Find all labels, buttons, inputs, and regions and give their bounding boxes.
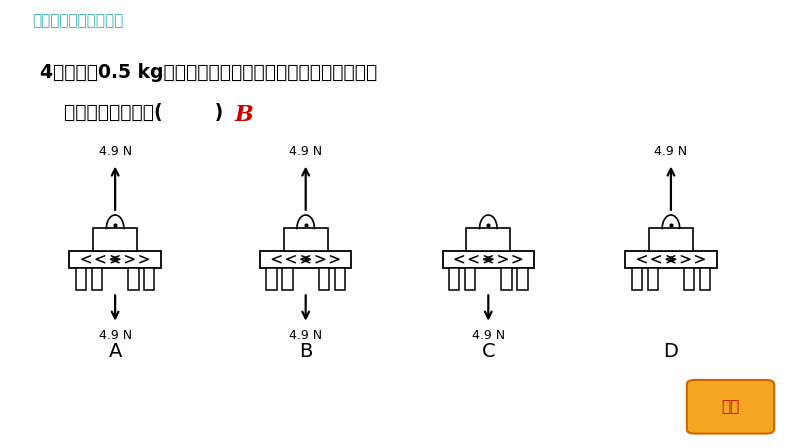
Bar bbox=[649, 228, 692, 251]
Bar bbox=[283, 228, 327, 251]
Bar bbox=[626, 251, 716, 268]
Bar bbox=[684, 268, 694, 290]
Bar bbox=[128, 268, 138, 290]
Bar bbox=[443, 251, 534, 268]
Bar bbox=[502, 268, 511, 290]
Text: 4.9 N: 4.9 N bbox=[654, 145, 688, 158]
Bar bbox=[335, 268, 345, 290]
Bar bbox=[318, 268, 329, 290]
Text: 4.9 N: 4.9 N bbox=[289, 329, 322, 342]
Bar bbox=[647, 268, 657, 290]
Bar bbox=[517, 268, 527, 290]
Bar bbox=[91, 268, 102, 290]
Text: 4.9 N: 4.9 N bbox=[472, 329, 505, 342]
Bar bbox=[449, 268, 459, 290]
Text: 示字典受力的图是(        ): 示字典受力的图是( ) bbox=[64, 103, 223, 122]
Text: 全章热门考点整合专训: 全章热门考点整合专训 bbox=[32, 13, 123, 29]
Text: 返回: 返回 bbox=[722, 399, 739, 414]
Bar bbox=[467, 228, 511, 251]
Text: A: A bbox=[109, 342, 121, 361]
Text: 4.9 N: 4.9 N bbox=[98, 329, 132, 342]
Bar bbox=[94, 228, 137, 251]
Bar bbox=[145, 268, 154, 290]
Bar bbox=[283, 268, 293, 290]
Bar bbox=[465, 268, 475, 290]
Text: B: B bbox=[299, 342, 312, 361]
Text: 4.9 N: 4.9 N bbox=[289, 145, 322, 158]
Text: C: C bbox=[481, 342, 495, 361]
Bar bbox=[700, 268, 710, 290]
FancyBboxPatch shape bbox=[687, 380, 774, 434]
Bar bbox=[631, 268, 642, 290]
Text: D: D bbox=[664, 342, 678, 361]
Bar bbox=[260, 251, 351, 268]
Text: 4.9 N: 4.9 N bbox=[98, 145, 132, 158]
Text: B: B bbox=[234, 104, 253, 126]
Bar bbox=[76, 268, 86, 290]
Bar bbox=[266, 268, 276, 290]
Bar bbox=[70, 251, 160, 268]
Text: 4．质量是0.5 kg的字典，静止在水平桌面上，下面能正确表: 4．质量是0.5 kg的字典，静止在水平桌面上，下面能正确表 bbox=[40, 63, 377, 82]
